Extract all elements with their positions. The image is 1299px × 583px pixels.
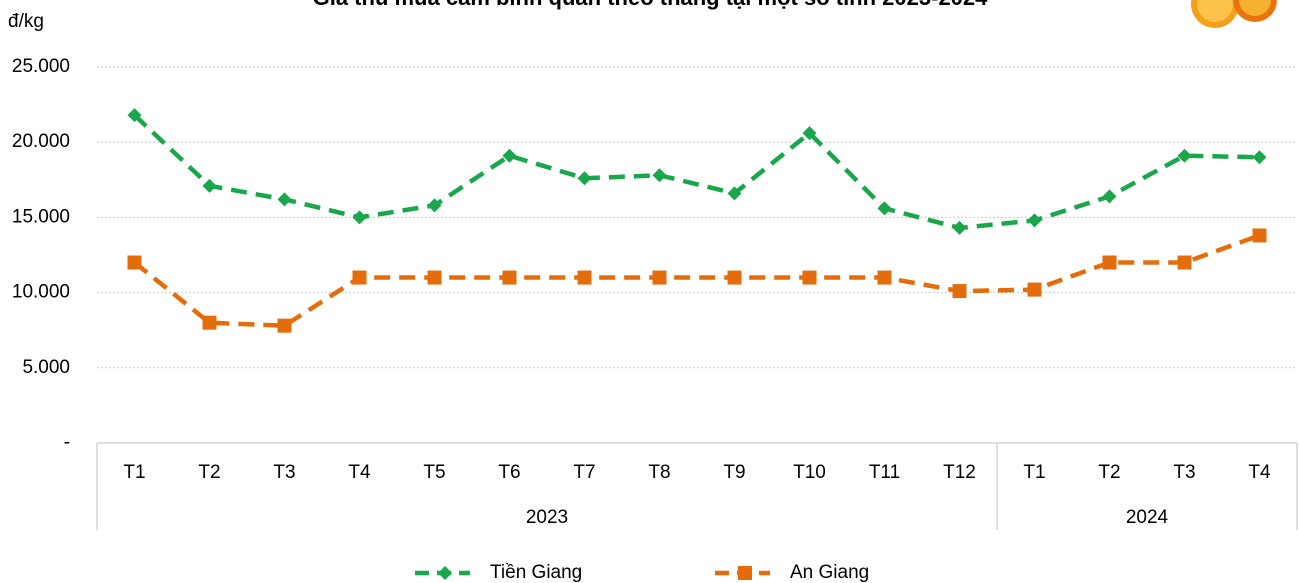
x-tick-label: T9 — [723, 462, 745, 483]
data-point — [503, 271, 517, 285]
data-point — [653, 271, 667, 285]
data-point — [578, 271, 592, 285]
x-tick-label: T2 — [1098, 462, 1120, 483]
x-tick-label: T7 — [573, 462, 595, 483]
data-point — [353, 210, 367, 224]
y-tick-label: 20.000 — [12, 131, 70, 152]
chart-title: Giá thu mua cam bình quân theo tháng tại… — [313, 0, 989, 10]
legend-marker — [438, 566, 452, 580]
orange-icon — [1191, 0, 1277, 28]
data-point — [203, 179, 217, 193]
y-axis-label: đ/kg — [8, 11, 44, 32]
x-tick-label: T1 — [123, 462, 145, 483]
data-point — [653, 168, 667, 182]
data-point — [203, 316, 217, 330]
data-point — [1028, 213, 1042, 227]
x-tick-label: T12 — [943, 462, 976, 483]
x-tick-label: T3 — [273, 462, 295, 483]
y-tick-label: 25.000 — [12, 56, 70, 77]
x-group-label: 2024 — [1126, 507, 1169, 528]
data-point — [728, 271, 742, 285]
x-group-label: 2023 — [526, 507, 568, 528]
x-tick-label: T4 — [348, 462, 371, 483]
data-point — [1103, 189, 1117, 203]
y-tick-label: 10.000 — [12, 282, 70, 303]
data-point — [353, 271, 367, 285]
data-point — [878, 201, 892, 215]
x-tick-label: T2 — [198, 462, 220, 483]
series-line — [135, 235, 1260, 325]
x-tick-label: T1 — [1023, 462, 1045, 483]
y-tick-label: 15.000 — [12, 206, 70, 227]
data-point — [1178, 256, 1192, 270]
x-tick-label: T11 — [869, 462, 900, 483]
series-line — [135, 115, 1260, 228]
data-point — [953, 221, 967, 235]
data-point — [803, 271, 817, 285]
data-point — [278, 319, 292, 333]
legend-marker — [738, 566, 752, 580]
y-tick-label: - — [64, 432, 70, 453]
chart: Giá thu mua cam bình quân theo tháng tại… — [0, 0, 1299, 583]
data-point — [578, 171, 592, 185]
data-point — [128, 256, 142, 270]
legend-label: Tiền Giang — [490, 562, 582, 583]
data-point — [428, 271, 442, 285]
data-point — [1028, 283, 1042, 297]
data-point — [878, 271, 892, 285]
legend-label: An Giang — [790, 562, 869, 583]
x-tick-label: T4 — [1248, 462, 1271, 483]
data-point — [953, 284, 967, 298]
y-tick-label: 5.000 — [22, 357, 70, 378]
x-tick-label: T3 — [1173, 462, 1195, 483]
x-tick-label: T6 — [498, 462, 520, 483]
x-tick-label: T5 — [423, 462, 445, 483]
data-point — [1103, 256, 1117, 270]
data-point — [1253, 150, 1267, 164]
data-point — [278, 192, 292, 206]
x-tick-label: T10 — [793, 462, 826, 483]
x-tick-label: T8 — [648, 462, 670, 483]
data-point — [1253, 228, 1267, 242]
